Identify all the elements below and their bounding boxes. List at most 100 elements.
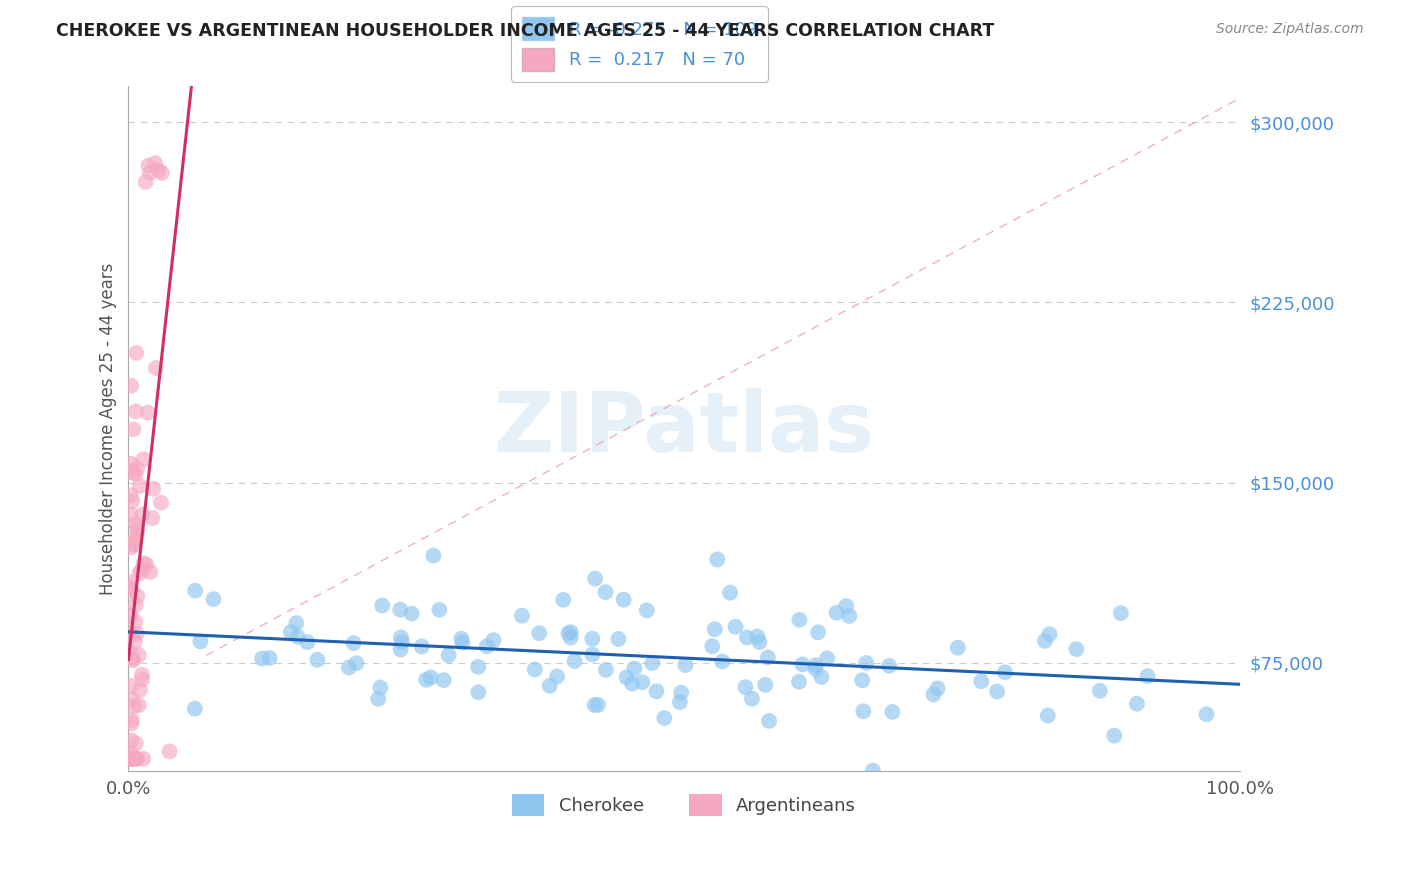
Point (411, 640, 433, 654)
Point (433, 673, 456, 687)
Point (122, 752, 145, 766)
Point (120, 581, 142, 595)
Point (706, 552, 728, 566)
Point (148, 163, 170, 178)
Point (451, 636, 474, 650)
Point (1104, 729, 1126, 743)
Point (877, 658, 900, 673)
Point (259, 651, 281, 665)
Point (641, 656, 664, 670)
Point (631, 675, 654, 690)
Point (703, 622, 725, 636)
Point (190, 634, 212, 648)
Point (371, 599, 394, 613)
Point (718, 585, 741, 599)
Point (125, 752, 148, 766)
Point (122, 422, 145, 436)
Point (159, 744, 181, 758)
Point (855, 656, 877, 670)
Point (184, 583, 207, 598)
Point (586, 698, 609, 712)
Point (437, 648, 460, 662)
Point (581, 648, 603, 662)
Point (124, 698, 146, 713)
Point (450, 632, 472, 646)
Point (184, 701, 207, 715)
Point (595, 663, 617, 677)
Text: Source: ZipAtlas.com: Source: ZipAtlas.com (1216, 22, 1364, 37)
Point (422, 549, 444, 563)
Point (120, 752, 142, 766)
Point (810, 670, 832, 684)
Point (120, 457, 142, 471)
Point (1033, 633, 1056, 648)
Point (546, 669, 568, 683)
Point (669, 685, 692, 699)
Point (124, 634, 146, 648)
Point (652, 711, 675, 725)
Point (735, 631, 758, 645)
Point (128, 566, 150, 581)
Point (136, 406, 159, 420)
Point (128, 648, 150, 662)
Point (595, 585, 617, 599)
Point (121, 465, 143, 479)
Point (128, 479, 150, 493)
Point (970, 674, 993, 689)
Point (120, 646, 142, 660)
Point (427, 603, 450, 617)
Point (120, 752, 142, 766)
Point (467, 660, 489, 674)
Point (538, 679, 561, 693)
Point (125, 517, 148, 532)
Point (142, 482, 165, 496)
Point (994, 665, 1017, 680)
Point (756, 650, 779, 665)
Point (523, 663, 546, 677)
Point (1036, 708, 1059, 723)
Point (120, 508, 142, 522)
Point (120, 488, 142, 502)
Point (741, 691, 763, 706)
Point (389, 602, 412, 616)
Point (616, 670, 638, 684)
Point (127, 752, 149, 766)
Point (124, 615, 146, 629)
Point (758, 714, 780, 728)
Point (529, 626, 551, 640)
Point (852, 704, 875, 718)
Point (560, 631, 582, 645)
Point (621, 676, 644, 690)
Point (754, 678, 776, 692)
Point (131, 673, 153, 687)
Point (1088, 683, 1111, 698)
Legend: Cherokee, Argentineans: Cherokee, Argentineans (505, 787, 863, 823)
Point (120, 752, 142, 766)
Point (986, 684, 1008, 698)
Point (415, 673, 437, 687)
Point (787, 674, 810, 689)
Point (129, 683, 152, 698)
Point (343, 636, 366, 650)
Point (124, 467, 146, 481)
Point (747, 630, 769, 644)
Point (121, 692, 143, 706)
Point (613, 592, 636, 607)
Text: CHEROKEE VS ARGENTINEAN HOUSEHOLDER INCOME AGES 25 - 44 YEARS CORRELATION CHART: CHEROKEE VS ARGENTINEAN HOUSEHOLDER INCO… (56, 22, 994, 40)
Point (838, 609, 860, 624)
Point (1109, 606, 1132, 620)
Point (125, 461, 148, 475)
Point (581, 632, 603, 646)
Point (804, 662, 827, 676)
Point (121, 627, 143, 641)
Point (121, 716, 143, 731)
Point (120, 378, 142, 392)
Point (467, 685, 489, 699)
Point (250, 651, 273, 665)
Point (124, 533, 146, 547)
Point (202, 592, 225, 607)
Point (121, 652, 143, 666)
Point (121, 494, 143, 508)
Point (344, 657, 367, 671)
Point (120, 609, 142, 624)
